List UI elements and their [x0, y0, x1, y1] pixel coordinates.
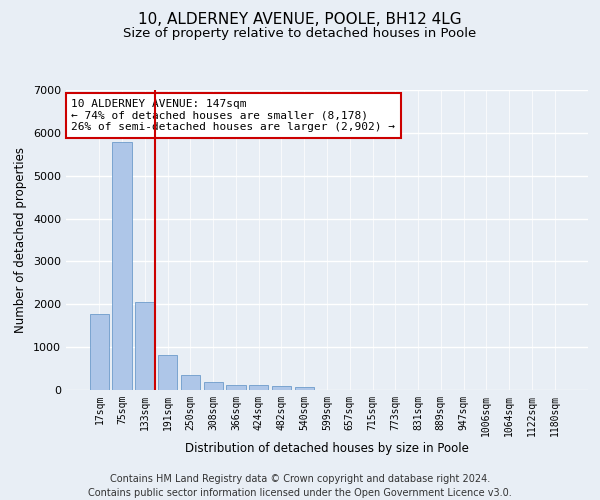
Text: 10 ALDERNEY AVENUE: 147sqm
← 74% of detached houses are smaller (8,178)
26% of s: 10 ALDERNEY AVENUE: 147sqm ← 74% of deta…: [71, 99, 395, 132]
Y-axis label: Number of detached properties: Number of detached properties: [14, 147, 28, 333]
X-axis label: Distribution of detached houses by size in Poole: Distribution of detached houses by size …: [185, 442, 469, 454]
Bar: [158, 355, 178, 390]
Bar: [226, 385, 245, 390]
Bar: [135, 302, 155, 390]
Text: Size of property relative to detached houses in Poole: Size of property relative to detached ho…: [124, 28, 476, 40]
Bar: [272, 386, 291, 390]
Bar: [181, 376, 200, 390]
Bar: [203, 382, 223, 390]
Bar: [249, 386, 268, 390]
Text: Contains HM Land Registry data © Crown copyright and database right 2024.
Contai: Contains HM Land Registry data © Crown c…: [88, 474, 512, 498]
Bar: [295, 387, 314, 390]
Text: 10, ALDERNEY AVENUE, POOLE, BH12 4LG: 10, ALDERNEY AVENUE, POOLE, BH12 4LG: [138, 12, 462, 28]
Bar: [112, 142, 132, 390]
Bar: [90, 314, 109, 390]
